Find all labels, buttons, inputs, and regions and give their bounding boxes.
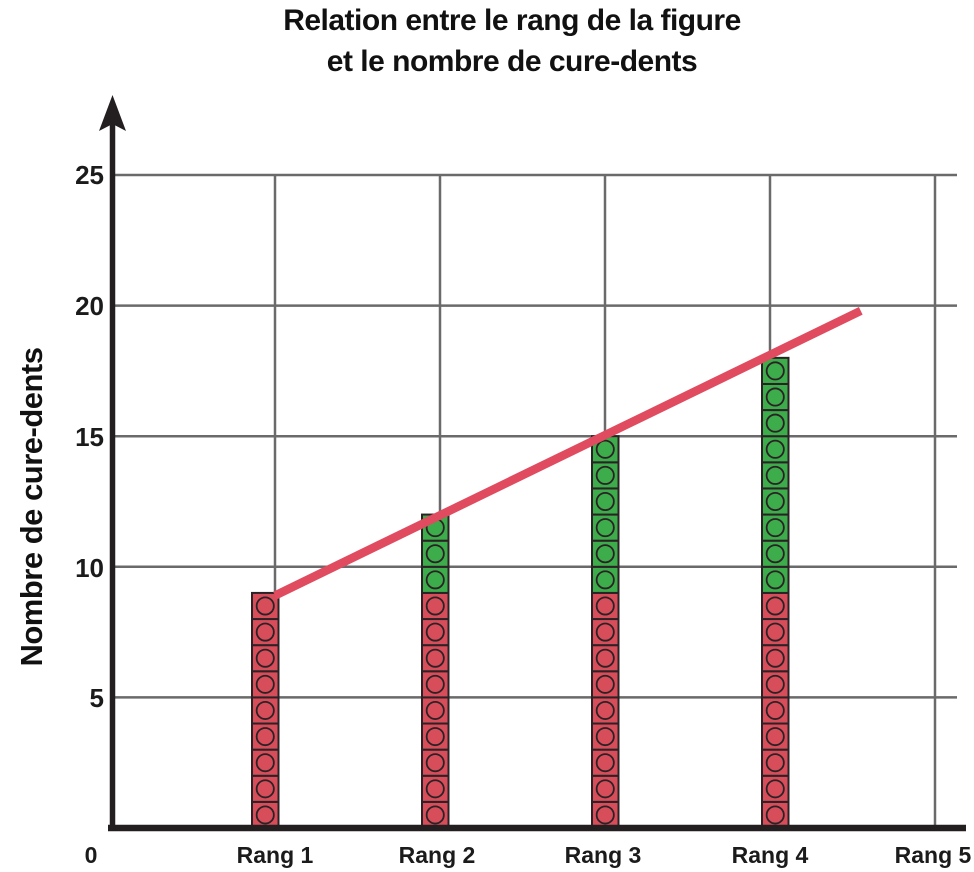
block-circle-icon [765, 413, 785, 433]
block-circle-icon [255, 727, 275, 747]
block-circle-icon [765, 596, 785, 616]
chart-title-line-1: Relation entre le rang de la figure [283, 4, 741, 37]
block-circle-icon [595, 622, 615, 642]
block-circle-icon [765, 779, 785, 799]
block-circle-icon [765, 622, 785, 642]
block-circle-icon [595, 674, 615, 694]
block-circle-icon [595, 727, 615, 747]
y-tick-5: 5 [89, 683, 104, 713]
y-tick-20: 20 [75, 291, 104, 321]
x-label-rang-3: Rang 3 [564, 842, 642, 868]
y-tick-10: 10 [75, 553, 104, 583]
x-label-rang-5: Rang 5 [894, 842, 972, 868]
block-circle-icon [255, 805, 275, 825]
block-circle-icon [765, 491, 785, 511]
block-circle-icon [595, 700, 615, 720]
block-circle-icon [765, 465, 785, 485]
chart-title-line-2: et le nombre de cure-dents [326, 45, 698, 78]
block-circle-icon [595, 648, 615, 668]
block-circle-icon [425, 700, 445, 720]
block-circle-icon [425, 622, 445, 642]
block-circle-icon [595, 491, 615, 511]
block-circle-icon [425, 596, 445, 616]
block-circle-icon [765, 753, 785, 773]
block-circle-icon [255, 753, 275, 773]
block-circle-icon [595, 805, 615, 825]
y-tick-15: 15 [75, 422, 104, 452]
block-circle-icon [765, 570, 785, 590]
bar-rang-4 [761, 356, 790, 830]
bar-rang-1 [251, 591, 280, 830]
toothpick-bars [251, 356, 790, 830]
bar-rang-3 [591, 435, 620, 830]
block-circle-icon [595, 439, 615, 459]
block-circle-icon [765, 518, 785, 538]
y-tick-25: 25 [75, 160, 104, 190]
block-circle-icon [765, 648, 785, 668]
grid-lines [111, 173, 957, 829]
block-circle-icon [425, 779, 445, 799]
x-label-origin: 0 [84, 842, 98, 868]
block-circle-icon [425, 753, 445, 773]
block-circle-icon [595, 596, 615, 616]
block-circle-icon [595, 779, 615, 799]
block-circle-icon [765, 439, 785, 459]
bar-rang-2 [421, 513, 450, 830]
axes [99, 95, 966, 832]
block-circle-icon [425, 648, 445, 668]
block-circle-icon [595, 518, 615, 538]
block-circle-icon [255, 648, 275, 668]
block-circle-icon [595, 544, 615, 564]
x-label-rang-1: Rang 1 [236, 842, 314, 868]
block-circle-icon [765, 361, 785, 381]
block-circle-icon [255, 622, 275, 642]
block-circle-icon [765, 727, 785, 747]
block-circle-icon [255, 674, 275, 694]
block-circle-icon [425, 674, 445, 694]
block-circle-icon [595, 753, 615, 773]
chart-title: Relation entre le rang de la figure et l… [50, 0, 974, 82]
y-axis-arrow-icon [99, 95, 126, 131]
block-circle-icon [765, 674, 785, 694]
x-label-rang-4: Rang 4 [731, 842, 809, 868]
block-circle-icon [255, 779, 275, 799]
block-circle-icon [255, 700, 275, 720]
block-circle-icon [765, 700, 785, 720]
y-axis-title: Nombre de cure-dents [14, 347, 49, 667]
block-circle-icon [425, 570, 445, 590]
x-label-rang-2: Rang 2 [398, 842, 476, 868]
block-circle-icon [425, 805, 445, 825]
block-circle-icon [765, 544, 785, 564]
block-circle-icon [595, 570, 615, 590]
block-circle-icon [425, 727, 445, 747]
block-circle-icon [425, 544, 445, 564]
block-circle-icon [595, 465, 615, 485]
block-circle-icon [765, 805, 785, 825]
trend-line [273, 307, 863, 600]
block-circle-icon [765, 387, 785, 407]
block-circle-icon [255, 596, 275, 616]
